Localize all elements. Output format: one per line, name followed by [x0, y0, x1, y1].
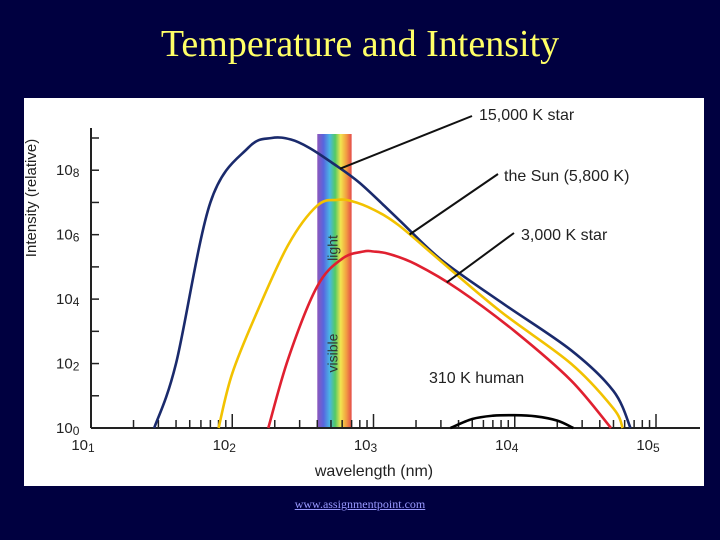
visible-band-label-visible: visible [324, 333, 340, 372]
callout-label-0: 15,000 K star [479, 107, 575, 124]
callout-pointer-1 [408, 173, 499, 236]
x-tick-label: 103 [354, 437, 378, 455]
series-line-0 [152, 136, 632, 429]
callout-label-1: the Sun (5,800 K) [504, 168, 629, 185]
visible-spectrum-band [317, 134, 352, 428]
y-tick-label: 102 [56, 356, 80, 374]
blackbody-chart: visible light 100 102 104 106 108 101 102 103 104… [24, 107, 700, 480]
slide-title: Temperature and Intensity [160, 23, 560, 65]
footer-link[interactable]: www.assignmentpoint.com [294, 497, 426, 511]
y-tick-label: 106 [56, 227, 80, 245]
series-line-2 [267, 249, 612, 429]
visible-band-label-light: light [324, 235, 340, 261]
x-tick-label: 105 [636, 437, 660, 455]
chart-panel: visible light 100 102 104 106 108 101 102 103 104… [24, 98, 704, 486]
x-tick-label: 102 [213, 437, 237, 455]
x-tick-label: 104 [495, 437, 519, 455]
x-tick-label: 101 [71, 437, 95, 455]
y-tick-label: 104 [56, 291, 80, 309]
callout-label-3: 310 K human [429, 370, 524, 387]
callout-label-2: 3,000 K star [521, 227, 608, 244]
callout-pointer-0 [339, 115, 473, 170]
y-axis-title: Intensity (relative) [24, 139, 40, 257]
x-axis-title: wavelength (nm) [314, 463, 433, 480]
callout-pointer-2 [446, 232, 515, 284]
y-tick-label: 108 [56, 162, 80, 180]
series-line-3 [449, 413, 574, 430]
y-tick-label: 100 [56, 420, 80, 438]
series-line-1 [217, 198, 624, 429]
